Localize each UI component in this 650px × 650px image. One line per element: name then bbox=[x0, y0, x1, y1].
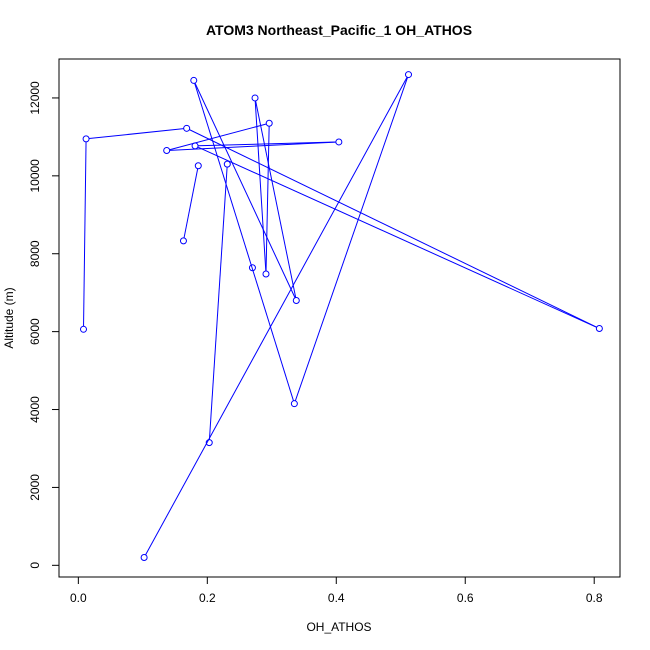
plot-frame bbox=[58, 58, 621, 578]
data-point bbox=[251, 94, 259, 102]
data-point bbox=[335, 138, 343, 146]
x-axis-label: OH_ATHOS bbox=[306, 620, 371, 634]
data-point bbox=[223, 160, 231, 168]
x-tick-label: 0.4 bbox=[328, 591, 345, 605]
data-point bbox=[292, 296, 300, 304]
data-point bbox=[163, 147, 171, 155]
data-point bbox=[190, 76, 198, 84]
data-point bbox=[191, 142, 199, 150]
data-point bbox=[290, 400, 298, 408]
series-line-segment bbox=[194, 82, 296, 298]
series-layer bbox=[80, 71, 603, 562]
x-tick-label: 0.6 bbox=[457, 591, 474, 605]
data-point bbox=[82, 135, 90, 143]
series-line-segment bbox=[254, 100, 267, 272]
y-tick-label: 4000 bbox=[28, 396, 42, 423]
series-line-segment bbox=[189, 129, 597, 328]
x-tick-label: 0.8 bbox=[586, 591, 603, 605]
data-point bbox=[404, 71, 412, 79]
data-point bbox=[140, 554, 148, 562]
x-axis: 0.0 0.2 0.4 0.6 0.8 bbox=[70, 576, 603, 605]
y-tick-label: 0 bbox=[28, 562, 42, 569]
y-tick-label: 12000 bbox=[28, 81, 42, 115]
data-point bbox=[205, 439, 213, 447]
series-line-segment bbox=[183, 168, 199, 239]
data-point bbox=[248, 264, 256, 272]
chart-title: ATOM3 Northeast_Pacific_1 OH_ATHOS bbox=[206, 22, 472, 38]
series-line-segment bbox=[83, 141, 87, 327]
series-line-segment bbox=[208, 167, 228, 440]
data-point bbox=[179, 237, 187, 245]
series-line-segment bbox=[145, 76, 408, 556]
series-line-segment bbox=[255, 100, 297, 298]
data-point bbox=[262, 270, 270, 278]
y-tick-label: 6000 bbox=[28, 318, 42, 345]
x-tick-label: 0.2 bbox=[199, 591, 216, 605]
series-line-segment bbox=[294, 77, 408, 402]
series-line-segment bbox=[197, 146, 597, 328]
data-point bbox=[194, 162, 202, 170]
data-point bbox=[183, 124, 191, 132]
y-tick-label: 10000 bbox=[28, 159, 42, 193]
data-point bbox=[265, 119, 273, 127]
y-axis-label: Altitude (m) bbox=[2, 287, 16, 348]
data-point bbox=[80, 325, 88, 333]
y-tick-label: 8000 bbox=[28, 240, 42, 267]
series-line-segment bbox=[265, 126, 270, 272]
series-line-segment bbox=[169, 141, 336, 151]
x-tick-label: 0.0 bbox=[70, 591, 87, 605]
series-line-segment bbox=[169, 123, 267, 151]
y-axis: 0 2000 4000 6000 8000 10000 12000 bbox=[28, 81, 60, 569]
series-line-segment bbox=[194, 83, 294, 401]
data-point bbox=[595, 325, 603, 333]
series-line-segment bbox=[89, 128, 184, 140]
y-tick-label: 2000 bbox=[28, 474, 42, 501]
